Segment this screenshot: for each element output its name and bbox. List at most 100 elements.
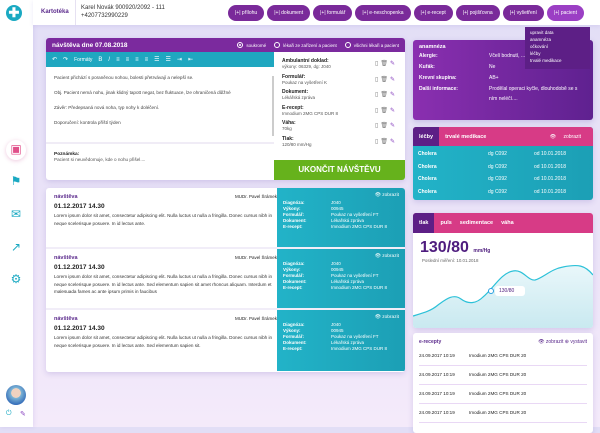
- attachment-item: Váha: 70kg ▯🗑✎: [282, 120, 397, 131]
- treatment-row[interactable]: Cholera dg C092 od 10.01.2018: [418, 151, 566, 157]
- add-examination-button[interactable]: |+| vyšetření: [502, 5, 544, 21]
- tab-sedimentation[interactable]: sedimentace: [459, 220, 494, 226]
- indent-icon[interactable]: ⇥: [176, 57, 182, 63]
- erecipe-row[interactable]: 24.09.2017 10:19 Imodium 2MG CPS DUR 20: [419, 385, 587, 404]
- attachment-actions[interactable]: ▯🗑✎: [375, 61, 397, 67]
- radio-all[interactable]: všichni lékaři a pacient: [344, 42, 399, 48]
- menu-item-anamnesis[interactable]: anamnéza: [530, 37, 552, 42]
- attachment-item: E-recept: Imnodium 2MG CPS DUR 8 ▯🗑✎: [282, 104, 397, 116]
- signpost-icon[interactable]: ⚑: [10, 174, 22, 188]
- formats-dropdown[interactable]: Formáty: [74, 56, 93, 63]
- detail-row: Dokument: Lékařská zpráva: [283, 279, 365, 284]
- logo-icon: ✚: [6, 5, 22, 21]
- chart-point: [488, 288, 494, 294]
- erecipe-row[interactable]: 24.09.2017 10:19 Imodium 2MG CPS DUR 20: [419, 366, 587, 385]
- numbered-list-icon[interactable]: ☰: [165, 57, 171, 63]
- outdent-icon[interactable]: ⇤: [187, 57, 193, 63]
- edit-icon[interactable]: ✎: [20, 411, 26, 418]
- align-center-icon[interactable]: ≡: [125, 56, 130, 63]
- history-details: 👁 zobrazit Diagnóza: J040 Výkony: 00945 Formu…: [277, 188, 405, 247]
- point-label-bg: [495, 286, 525, 296]
- attachment-item: Dokument: Lékářská zpráva ▯🗑✎: [282, 89, 397, 100]
- tab-pressure[interactable]: tlak: [413, 213, 435, 233]
- patient-info: Karel Novák 900920/2092 - 111 +420773299…: [81, 4, 165, 20]
- show-history-link[interactable]: 👁 zobrazit: [374, 193, 399, 198]
- align-right-icon[interactable]: ≡: [135, 56, 139, 63]
- tab-pulse[interactable]: puls: [440, 220, 452, 226]
- settings-icon[interactable]: ⚙: [10, 272, 22, 286]
- erecipe-row[interactable]: 24.09.2017 10:19 Imodium 2MG CPS DUR 20: [419, 347, 587, 366]
- add-form-button[interactable]: |+| formulář: [313, 5, 353, 21]
- list-icon[interactable]: ☰: [154, 57, 160, 63]
- detail-row: E-recept: Imnodium 2MG CPS DUR 8: [283, 224, 388, 229]
- sidebar: ✚ ▣ ⚑ ✉ ↗ ⚙ ⏻ ✎: [0, 0, 33, 427]
- treatment-row[interactable]: Cholera dg C092 od 10.01.2018: [418, 176, 566, 182]
- chart-icon[interactable]: ↗: [10, 240, 22, 254]
- history-item: návštěva 01.12.2017 14.30 Lorem ipsum dolo…: [46, 310, 405, 371]
- add-sick-note-button[interactable]: |+| e-neschopenka: [355, 5, 411, 21]
- anamnesis-title: anamnéza: [419, 44, 446, 50]
- patient-name: Karel Novák 900920/2092 - 111: [81, 5, 165, 11]
- show-treatments-link[interactable]: 👁 zobrazit: [549, 133, 581, 140]
- add-document-button[interactable]: |+| dokument: [267, 5, 311, 21]
- radio-facility[interactable]: lékaři ze zařízení a pacient: [274, 42, 337, 48]
- menu-item-medication[interactable]: trvalé medikace: [530, 58, 562, 63]
- history-details: 👁 zobrazit Diagnóza: J040 Výkony: 00945 Formu…: [277, 249, 405, 308]
- visit-text-editor[interactable]: Pacient přichází s poraněnou nohou, bole…: [54, 75, 231, 125]
- detail-row: Diagnóza: J040: [283, 322, 341, 327]
- menu-item-treatments[interactable]: léčby: [530, 51, 541, 56]
- visit-history: návštěva 01.12.2017 14.30 Lorem ipsum dolo…: [46, 188, 405, 372]
- app-title: Kartotéka: [41, 9, 69, 15]
- add-attachment-button[interactable]: |+| přílohu: [228, 5, 265, 21]
- redo-icon[interactable]: ↷: [63, 57, 69, 63]
- undo-icon[interactable]: ↶: [52, 57, 58, 63]
- history-text: Lorem ipsum dolor sit amet, consectetur …: [54, 335, 273, 348]
- menu-item-edit[interactable]: upravit data: [530, 30, 554, 35]
- visit-header: návštěva dne 07.08.2018 soukromé lékaři …: [46, 38, 405, 52]
- history-date: 01.12.2017 14.30: [54, 325, 105, 332]
- menu-item-vaccination[interactable]: očkování: [530, 44, 549, 49]
- history-item: návštěva 01.12.2017 14.30 Lorem ipsum dolo…: [46, 249, 405, 310]
- align-left-icon[interactable]: ≡: [116, 56, 120, 63]
- tab-permanent-medication[interactable]: trvalé medikace: [445, 133, 487, 140]
- treatments-tabs: léčby trvalé medikace 👁 zobrazit: [413, 127, 593, 146]
- treatment-row[interactable]: Cholera dg C092 od 10.01.2018: [418, 188, 566, 195]
- justify-icon[interactable]: ≡: [144, 56, 149, 63]
- history-text: Lorem ipsum dolor sit amet, consectetur …: [54, 274, 273, 294]
- erecipe-row[interactable]: 24.09.2017 10:19 Imodium 2MG CPS DUR 20: [419, 404, 587, 423]
- mail-icon[interactable]: ✉: [10, 207, 22, 221]
- power-icon[interactable]: ⏻: [6, 410, 12, 417]
- history-type: návštěva: [54, 255, 78, 261]
- issue-erecipe-link[interactable]: ⊕ vystavit: [563, 339, 587, 345]
- bold-icon[interactable]: B: [98, 56, 103, 63]
- end-visit-button[interactable]: UKONČIT NÁVŠTĚVU: [274, 160, 405, 180]
- attachment-item: Formulář: Poukaz na vyšetření K ▯🗑✎: [282, 73, 397, 85]
- show-history-link[interactable]: 👁 zobrazit: [374, 315, 399, 320]
- tab-weight[interactable]: váha: [501, 220, 514, 226]
- italic-icon[interactable]: /: [108, 56, 111, 63]
- pressure-value: 130/80 mm/Hg: [420, 239, 491, 256]
- detail-row: Dokument: Lékařská zpráva: [283, 340, 365, 345]
- attachment-item: Tlak: 120/80 mm/Hg ▯🗑✎: [282, 135, 397, 147]
- scrollbar[interactable]: [272, 76, 274, 136]
- treatment-row[interactable]: Cholera dg C092 od 10.01.2018: [418, 163, 566, 170]
- patient-dropdown-menu: upravit data anamnéza očkování léčby trv…: [525, 27, 590, 69]
- add-erecept-button[interactable]: |+| e-recept: [413, 5, 453, 21]
- history-type: návštěva: [54, 316, 78, 322]
- patient-button[interactable]: |+| pacient: [546, 5, 584, 21]
- chart-area: [413, 265, 593, 328]
- radio-private[interactable]: soukromé: [237, 42, 266, 48]
- visit-title: návštěva dne 07.08.2018: [52, 41, 128, 49]
- avatar[interactable]: [6, 385, 26, 405]
- show-history-link[interactable]: 👁 zobrazit: [374, 254, 399, 259]
- patient-card-icon[interactable]: ▣: [6, 140, 26, 160]
- note-field[interactable]: Poznámka: Pacient si neuvědomuje, kde o …: [54, 152, 146, 162]
- add-insurance-button[interactable]: |+| pojišťovna: [455, 5, 500, 21]
- detail-row: Diagnóza: J040: [283, 200, 341, 205]
- show-erecipes-link[interactable]: 👁 zobrazit: [538, 339, 564, 345]
- history-doctor: MUDr. Pavel Šrámek: [234, 194, 277, 199]
- tab-treatments[interactable]: léčby: [413, 127, 440, 146]
- divider: [46, 142, 274, 144]
- history-doctor: MUDr. Pavel Šrámek: [234, 255, 277, 260]
- chart-line: [413, 264, 593, 317]
